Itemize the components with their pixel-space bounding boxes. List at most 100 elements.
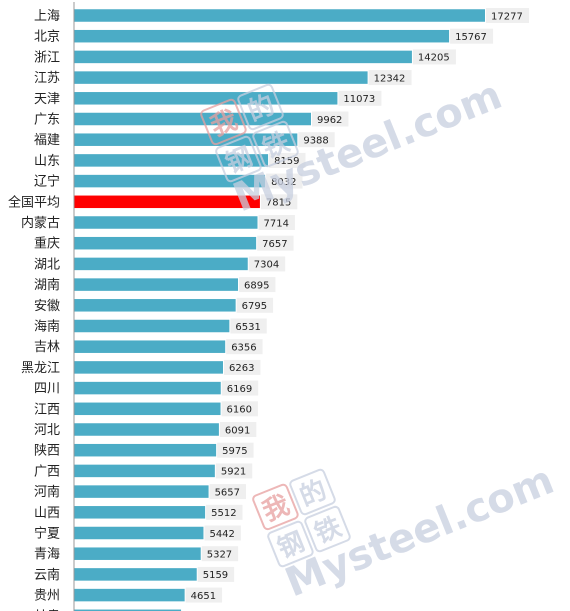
value-label-bg [219,422,257,437]
bars-layer: 上海 17277 北京 15767 浙江 14205 江苏 12342 天津 11073 广东 996… [8,2,529,611]
value-label-bg [368,70,412,86]
bar [74,278,239,291]
category-label: 甘肃 [34,609,60,611]
bar [74,299,236,312]
category-label: 安徽 [34,299,60,314]
watermark-logo-box [237,83,284,131]
category-label: 吉林 [34,340,60,355]
bar [74,133,298,146]
value-label: 15767 [455,32,487,43]
category-label: 海南 [34,319,60,335]
watermark-logo-box [252,120,299,168]
value-label-bg [217,442,254,458]
value-label-bg [197,566,235,582]
category-label: 山东 [34,154,60,169]
category-label: 河北 [34,423,60,438]
bar [74,216,258,229]
bar [74,443,217,457]
watermark: 我的钢 铁Mysteel.com [252,457,560,606]
bar [74,588,185,602]
bar [74,361,223,374]
category-label: 青海 [34,547,60,562]
watermark-logo-box [215,135,262,183]
bar [74,485,209,498]
value-label-bg [257,235,294,251]
category-label: 江西 [34,402,60,417]
bar [74,464,215,478]
category-label: 广东 [34,113,60,128]
value-label: 7304 [254,260,279,271]
value-label: 17277 [491,11,523,22]
value-label: 9388 [303,136,328,147]
value-label: 5442 [209,529,234,540]
value-label-bg [236,297,274,313]
value-label: 6895 [244,280,269,291]
category-label: 陕西 [34,444,60,459]
value-label: 4651 [191,591,216,602]
value-label: 12342 [374,73,406,84]
value-label-bg [298,132,335,148]
value-label: 8159 [274,156,299,167]
value-label: 8032 [271,177,296,188]
value-label: 5159 [203,570,228,581]
value-label: 5512 [211,508,236,519]
category-label: 全国平均 [8,194,60,210]
value-label-bg [206,504,243,520]
value-label: 6795 [242,301,267,312]
watermark-logo-box [304,505,351,553]
value-label: 5975 [222,446,247,457]
value-label: 9962 [317,115,342,126]
value-label-bg [412,49,456,65]
value-label-bg [204,525,241,541]
category-label: 内蒙古 [21,215,60,231]
value-label-bg [266,173,303,189]
value-label-bg [338,90,382,106]
bar [74,423,219,436]
bar [74,29,450,43]
watermark-logo-box [252,483,299,531]
value-label-bg [239,277,276,293]
value-label-bg [260,194,298,210]
watermark-logo-box [289,468,336,516]
value-label-bg [311,111,349,127]
bar [74,381,221,395]
bar [74,547,201,560]
bar [74,609,182,611]
category-label: 云南 [34,567,60,583]
category-label: 湖南 [34,277,60,293]
value-label-bg [221,401,258,417]
value-label-bg [269,152,306,168]
category-label: 黑龙江 [21,361,60,376]
bar [74,9,485,22]
value-label: 6169 [227,384,252,395]
value-label: 7815 [266,198,291,209]
bar [74,506,206,519]
category-label: 浙江 [34,50,60,65]
category-label: 宁夏 [34,526,60,542]
value-label: 6091 [225,425,250,436]
value-label-bg [226,339,263,355]
value-label-bg [258,215,295,230]
bar [74,568,197,581]
value-label-bg [223,359,261,375]
bar [74,154,269,167]
value-label-bg [215,463,253,479]
watermark-logo-box [267,520,314,568]
bar [74,257,248,271]
value-label: 6531 [235,322,260,333]
value-label-bg [209,484,246,500]
value-label: 5921 [221,467,246,478]
value-label: 5657 [215,487,240,498]
value-label: 14205 [418,53,450,64]
category-label: 重庆 [34,236,60,252]
category-label: 四川 [34,382,60,397]
watermark-logo-box [200,98,247,146]
bar [74,526,204,540]
value-label-bg [450,28,494,44]
value-label-bg [185,587,223,603]
category-label: 北京 [34,30,60,45]
value-label: 7714 [264,218,289,229]
bar [74,92,338,105]
bar [74,174,266,188]
